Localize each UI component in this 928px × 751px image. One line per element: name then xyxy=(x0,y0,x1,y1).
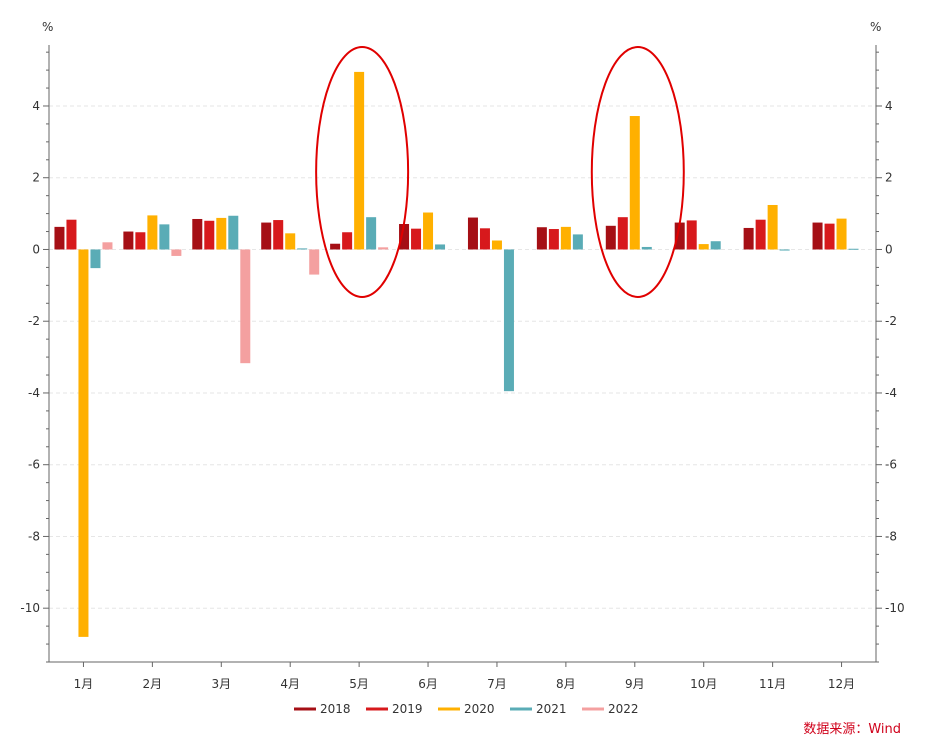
bar-2019-9 xyxy=(617,217,628,250)
axes: 4 4 2 2 0 0 -2 -2 -4 -4 -6 -6 -8 -8 -10 -10 1月 2月 3月 4月 5月 6月… xyxy=(20,45,905,691)
x-tick-label: 12月 xyxy=(828,677,855,691)
bar-2019-3 xyxy=(204,220,215,250)
bar-2020-2 xyxy=(147,215,158,250)
bar-2021-3 xyxy=(228,215,239,250)
bar-2019-7 xyxy=(479,228,490,250)
bar-2022-1 xyxy=(102,242,113,250)
bar-2018-4 xyxy=(261,222,272,250)
bar-2018-8 xyxy=(536,227,547,250)
bar-2019-2 xyxy=(135,232,146,250)
bar-2020-11 xyxy=(767,204,778,250)
bar-2019-5 xyxy=(342,232,353,250)
bar-2019-8 xyxy=(548,229,559,250)
bar-2020-6 xyxy=(423,212,434,250)
source-note: 数据来源：Wind xyxy=(803,722,901,737)
legend-label-2021: 2021 xyxy=(536,702,567,716)
y-unit-right: % xyxy=(870,20,881,34)
bar-2020-9 xyxy=(629,116,640,250)
legend-label-2018: 2018 xyxy=(320,702,351,716)
x-tick-label: 8月 xyxy=(556,677,576,691)
bar-2019-12 xyxy=(824,223,835,250)
y-tick-label-left: 2 xyxy=(32,171,40,185)
bar-2018-7 xyxy=(467,217,478,250)
y-tick-label-right: -2 xyxy=(885,314,897,328)
x-tick-label: 11月 xyxy=(759,677,786,691)
y-tick-label-right: -8 xyxy=(885,529,897,543)
bar-2019-11 xyxy=(755,219,766,250)
bar-2020-7 xyxy=(491,240,502,250)
bar-2019-1 xyxy=(66,219,77,250)
bar-2018-9 xyxy=(605,225,616,250)
bar-2021-12 xyxy=(848,248,859,250)
bar-2021-5 xyxy=(366,217,377,250)
x-tick-label: 9月 xyxy=(625,677,645,691)
bar-2021-7 xyxy=(503,249,514,392)
bar-2022-5 xyxy=(378,247,389,250)
x-tick-label: 1月 xyxy=(74,677,94,691)
highlight-ellipse-5 xyxy=(315,46,410,298)
bar-2018-6 xyxy=(399,224,410,250)
y-tick-label-left: -6 xyxy=(28,458,40,472)
bar-2018-5 xyxy=(330,243,341,250)
y-unit-left: % xyxy=(42,20,53,34)
bar-2021-4 xyxy=(297,248,308,250)
highlight-ellipses xyxy=(315,46,685,298)
bar-2018-3 xyxy=(192,218,203,250)
bar-2020-10 xyxy=(698,244,709,250)
bar-2022-2 xyxy=(171,249,182,256)
bar-2021-6 xyxy=(435,244,446,250)
bar-2020-8 xyxy=(560,226,571,250)
bar-2020-3 xyxy=(216,217,227,250)
bar-2021-2 xyxy=(159,224,170,250)
bar-2020-4 xyxy=(285,233,296,250)
bar-2020-12 xyxy=(836,218,847,250)
bar-2018-11 xyxy=(743,227,754,250)
bar-2020-1 xyxy=(78,249,89,637)
y-tick-label-left: 0 xyxy=(32,242,40,256)
bar-2022-4 xyxy=(309,249,320,275)
y-tick-label-left: -2 xyxy=(28,314,40,328)
x-tick-label: 7月 xyxy=(487,677,507,691)
bar-2018-12 xyxy=(812,222,823,250)
x-tick-label: 4月 xyxy=(280,677,300,691)
y-tick-label-right: -10 xyxy=(885,601,905,615)
bar-2018-1 xyxy=(54,226,65,250)
bar-2019-10 xyxy=(686,220,697,250)
bar-2018-10 xyxy=(674,222,685,250)
legend-label-2022: 2022 xyxy=(608,702,639,716)
highlight-ellipse-9 xyxy=(590,46,685,298)
y-tick-label-right: -6 xyxy=(885,458,897,472)
legend-label-2019: 2019 xyxy=(392,702,423,716)
y-tick-label-right: 2 xyxy=(885,171,893,185)
bar-2019-4 xyxy=(273,220,284,250)
y-tick-label-left: -8 xyxy=(28,529,40,543)
bar-2021-11 xyxy=(779,249,790,251)
bar-2021-1 xyxy=(90,249,101,269)
bar-2021-9 xyxy=(641,246,652,250)
legend-label-2020: 2020 xyxy=(464,702,495,716)
x-tick-label: 6月 xyxy=(418,677,438,691)
y-tick-label-left: -10 xyxy=(20,601,40,615)
y-tick-label-left: -4 xyxy=(28,386,40,400)
bar-2021-8 xyxy=(572,234,583,250)
legend: 2018 2019 2020 2021 2022 xyxy=(294,702,639,716)
bars xyxy=(54,71,859,637)
y-tick-label-left: 4 xyxy=(32,99,40,113)
x-tick-label: 2月 xyxy=(143,677,163,691)
bar-2021-10 xyxy=(710,241,721,250)
x-tick-label: 3月 xyxy=(211,677,231,691)
y-tick-label-right: -4 xyxy=(885,386,897,400)
bar-2022-3 xyxy=(240,249,251,364)
gridlines xyxy=(49,105,876,609)
bar-2019-6 xyxy=(411,228,422,250)
y-tick-label-right: 4 xyxy=(885,99,893,113)
y-tick-label-right: 0 xyxy=(885,242,893,256)
bar-2020-5 xyxy=(354,71,365,250)
x-tick-label: 10月 xyxy=(690,677,717,691)
x-tick-label: 5月 xyxy=(349,677,369,691)
bar-2018-2 xyxy=(123,231,134,250)
